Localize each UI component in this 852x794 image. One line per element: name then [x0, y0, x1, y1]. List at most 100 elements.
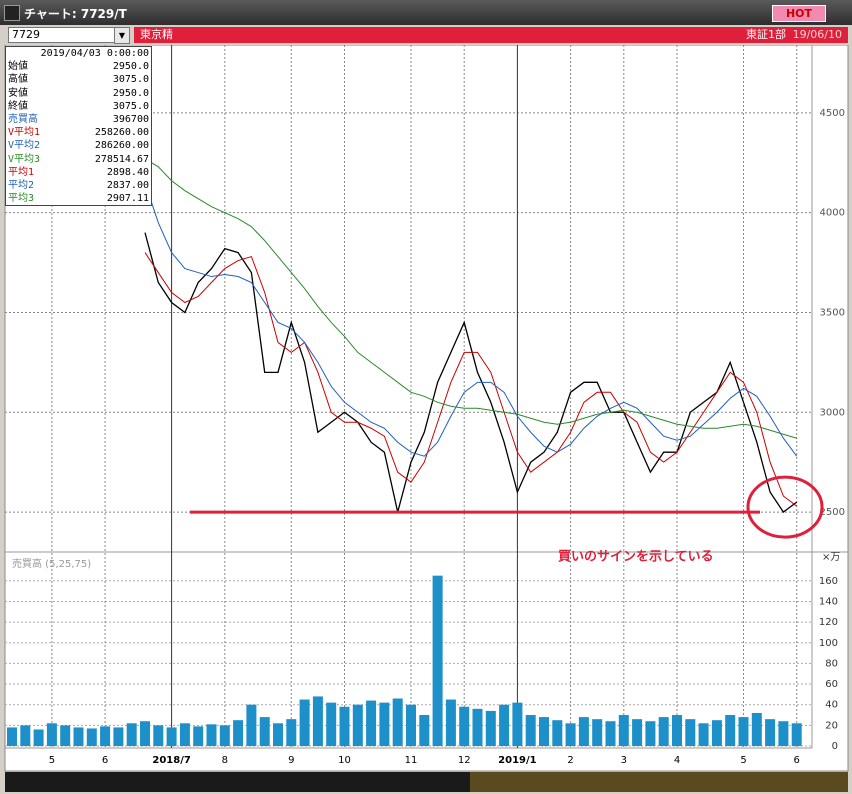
- info-row: V平均3 278514.67: [6, 153, 151, 166]
- volume-bar: [100, 726, 111, 746]
- info-label: V平均3: [8, 153, 41, 165]
- y-tick-label: 2500: [820, 507, 845, 518]
- x-tick-label: 2018/7: [152, 755, 190, 766]
- volume-bar: [778, 721, 789, 746]
- x-tick-label: 4: [674, 755, 680, 766]
- y-tick-label: 0: [832, 741, 838, 752]
- info-label: 始値: [8, 61, 28, 73]
- volume-bar: [738, 717, 749, 746]
- price-line: [144, 232, 798, 514]
- window-title: チャート: 7729/T: [24, 7, 127, 21]
- info-label: V平均1: [8, 127, 41, 139]
- volume-bar: [419, 715, 430, 746]
- info-label: 終値: [8, 100, 28, 112]
- info-row: 平均3 2907.11: [6, 192, 151, 205]
- volume-bar: [299, 699, 310, 746]
- volume-bar: [60, 725, 71, 746]
- y-tick-label: 60: [825, 679, 838, 690]
- hot-button[interactable]: HOT: [772, 5, 826, 22]
- volume-bar: [512, 702, 523, 746]
- y-tick-label: 3000: [820, 407, 845, 418]
- volume-bar: [153, 725, 164, 746]
- volume-bar: [459, 706, 470, 746]
- volume-bar: [219, 725, 230, 746]
- y-tick-label: 20: [825, 720, 838, 731]
- info-value: 2898.40: [106, 166, 149, 178]
- y-tick-label: 100: [819, 638, 838, 649]
- volume-bar: [685, 719, 696, 746]
- volume-bar: [552, 720, 563, 746]
- symbol-bar: 東京精 東証1部 19/06/10: [134, 27, 848, 43]
- dropdown[interactable]: ▼: [114, 27, 130, 44]
- market: 東証1部: [746, 28, 786, 41]
- x-tick-label: 5: [49, 755, 55, 766]
- x-tick-label: 2019/1: [498, 755, 536, 766]
- volume-bar: [711, 720, 722, 746]
- volume-bar: [525, 715, 536, 746]
- volume-bar: [499, 704, 510, 746]
- y-tick-label: 40: [825, 700, 838, 711]
- volume-bar: [765, 719, 776, 746]
- info-label: 売買高: [8, 114, 38, 126]
- info-panel: 2019/04/03 0:00:00 始値 2950.0 高値 3075.0 安値 2950…: [5, 46, 152, 207]
- y-tick-label: 140: [819, 596, 838, 607]
- info-row: V平均1 258260.00: [6, 126, 151, 139]
- info-value: 2837.00: [106, 180, 149, 192]
- x-tick-label: 6: [794, 755, 800, 766]
- info-value: 2950.0: [112, 87, 149, 99]
- volume-bar: [698, 723, 709, 746]
- highlight-circle: [746, 475, 824, 539]
- volume-bar: [658, 717, 669, 746]
- scroll-thumb[interactable]: [470, 772, 848, 792]
- annotation: 買いのサインを示している: [558, 550, 714, 565]
- info-label: V平均2: [8, 140, 41, 152]
- info-label: 高値: [8, 74, 28, 86]
- volume-bar: [352, 704, 363, 746]
- price-line: [144, 182, 798, 457]
- symbol-name: 東京精: [140, 28, 173, 41]
- x-tick-label: 2: [567, 755, 573, 766]
- info-value: 278514.67: [94, 153, 149, 165]
- y-tick-label: 3500: [820, 307, 845, 318]
- title-bar: チャート: 7729/T HOT: [0, 0, 852, 25]
- y-tick-label: 4000: [820, 208, 845, 219]
- info-label: 平均3: [8, 193, 35, 205]
- info-row: V平均2 286260.00: [6, 139, 151, 152]
- info-row: 平均2 2837.00: [6, 179, 151, 192]
- x-tick-label: 3: [621, 755, 627, 766]
- volume-bar: [312, 696, 323, 746]
- volume-bar: [33, 729, 44, 746]
- volume-bar: [578, 717, 589, 746]
- volume-bar: [539, 717, 549, 746]
- volume-bar: [791, 723, 802, 746]
- volume-bar: [233, 720, 244, 746]
- info-value: 286260.00: [94, 140, 149, 152]
- y-tick-label: 80: [825, 658, 838, 669]
- volume-bar: [113, 727, 124, 746]
- volume-bar: [259, 717, 270, 746]
- info-value: 258260.00: [94, 127, 149, 139]
- date: 19/06/10: [792, 28, 842, 41]
- volume-bar: [645, 721, 656, 746]
- volume-bar: [472, 708, 483, 746]
- volume-bar: [86, 728, 97, 746]
- x-tick-label: 12: [458, 755, 471, 766]
- info-value: 2907.11: [106, 193, 149, 205]
- volume-bar: [432, 575, 443, 746]
- volume-bar: [565, 723, 576, 746]
- info-datetime: 2019/04/03 0:00:00: [40, 48, 149, 59]
- info-row: 売買高 396700: [6, 113, 151, 126]
- info-row: 2019/04/03 0:00:00: [6, 47, 151, 60]
- info-row: 高値 3075.0: [6, 73, 151, 86]
- volume-bar: [392, 698, 403, 746]
- info-label: 平均2: [8, 180, 35, 192]
- x-tick-label: 11: [405, 755, 418, 766]
- code-input[interactable]: 7729: [8, 27, 117, 43]
- volume-bar: [366, 700, 377, 746]
- volume-bar: [326, 702, 337, 746]
- volume-bar: [273, 723, 283, 746]
- y-tick-label: 120: [819, 617, 838, 628]
- volume-bar: [406, 704, 416, 746]
- x-tick-label: 5: [740, 755, 746, 766]
